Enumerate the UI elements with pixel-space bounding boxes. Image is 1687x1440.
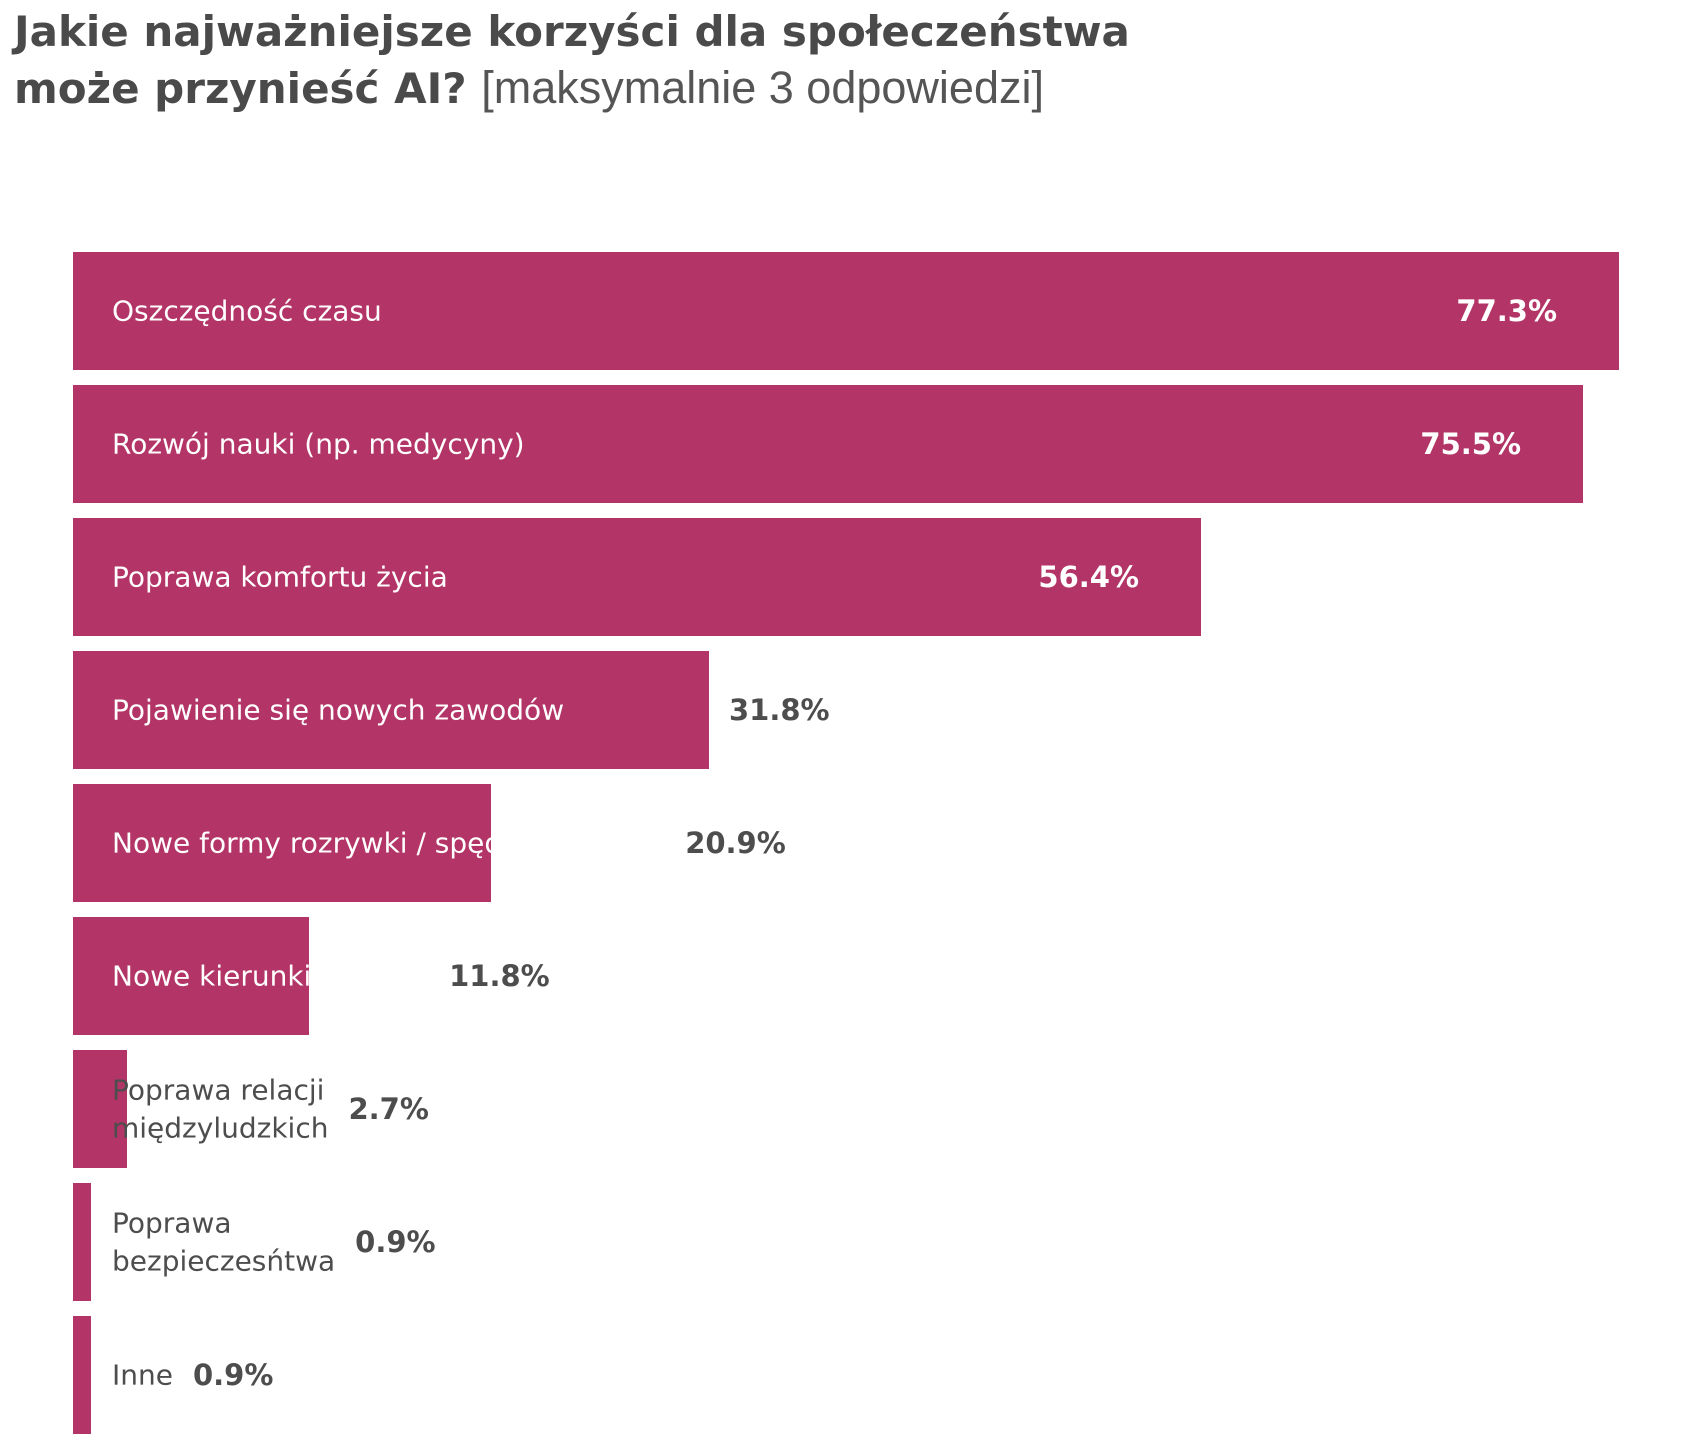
category-label: Pojawienie się nowych zawodów — [112, 694, 564, 727]
chart-title-line2: może przynieść AI? — [14, 64, 467, 113]
value-label: 56.4% — [1038, 560, 1139, 594]
category-label: Inne — [112, 1359, 173, 1392]
category-label: Poprawa komfortu życia — [112, 561, 448, 594]
value-label: 77.3% — [1456, 294, 1557, 328]
category-label: Nowe kierunki studiów — [112, 960, 429, 993]
category-label: Poprawa relacji międzyludzkich — [112, 1074, 328, 1145]
value-label: 11.8% — [449, 959, 550, 993]
bar — [73, 784, 491, 902]
category-label: Oszczędność czasu — [112, 295, 382, 328]
bar — [73, 1316, 91, 1434]
bar — [73, 385, 1583, 503]
category-label: Rozwój nauki (np. medycyny) — [112, 428, 525, 461]
bar — [73, 1050, 127, 1168]
value-label: 2.7% — [348, 1092, 428, 1126]
bar — [73, 1183, 91, 1301]
bar — [73, 518, 1201, 636]
value-label: 0.9% — [193, 1358, 273, 1392]
chart-title-note: [maksymalnie 3 odpowiedzi] — [481, 62, 1044, 113]
bar — [73, 917, 309, 1035]
category-label: Nowe formy rozrywki / spędzania czasu — [112, 827, 665, 860]
bar — [73, 651, 709, 769]
chart-title-line1: Jakie najważniejsze korzyści dla społecz… — [14, 7, 1130, 56]
chart-title: Jakie najważniejsze korzyści dla społecz… — [14, 4, 1130, 117]
value-label: 75.5% — [1420, 427, 1521, 461]
bar — [73, 252, 1619, 370]
value-label: 31.8% — [729, 693, 830, 727]
value-label: 20.9% — [685, 826, 786, 860]
value-label: 0.9% — [355, 1225, 435, 1259]
category-label: Poprawa bezpieczesńtwa — [112, 1207, 335, 1278]
